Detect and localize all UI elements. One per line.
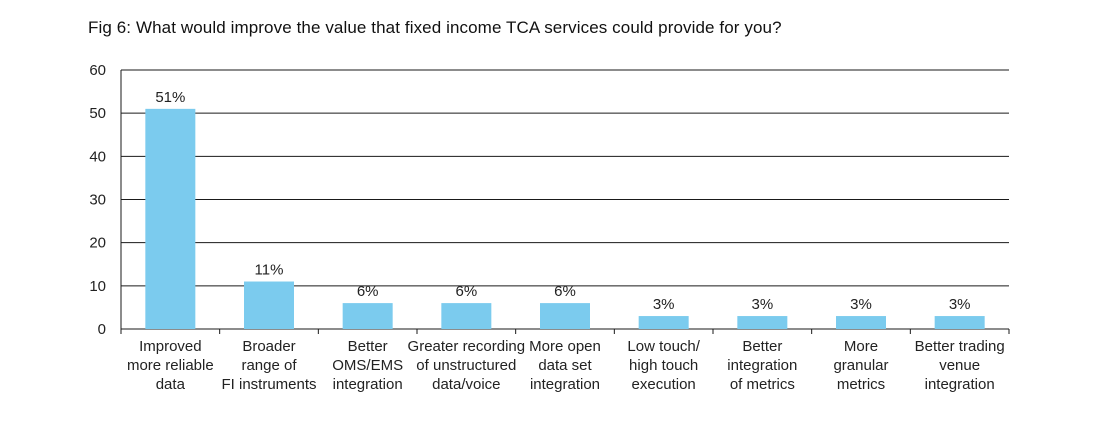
category-label: data bbox=[156, 376, 186, 393]
y-tick-label: 10 bbox=[89, 278, 106, 295]
category-label: Better trading bbox=[915, 338, 1005, 355]
category-label: Low touch/ bbox=[627, 338, 700, 355]
category-label: FI instruments bbox=[221, 376, 316, 393]
category-label: More open bbox=[529, 338, 601, 355]
category-label: range of bbox=[241, 357, 297, 374]
category-label: Better bbox=[742, 338, 782, 355]
category-label: data/voice bbox=[432, 376, 500, 393]
category-label: integration bbox=[727, 357, 797, 374]
bar bbox=[836, 316, 886, 329]
data-label: 6% bbox=[554, 283, 576, 300]
chart-title: Fig 6: What would improve the value that… bbox=[88, 18, 782, 37]
bar bbox=[934, 316, 985, 329]
y-tick-label: 0 bbox=[98, 321, 106, 338]
category-label: integration bbox=[333, 376, 403, 393]
category-label: Greater recording bbox=[408, 338, 526, 355]
category-label: OMS/EMS bbox=[332, 357, 403, 374]
category-label: granular bbox=[833, 357, 888, 374]
bar bbox=[638, 316, 689, 329]
category-label: More bbox=[844, 338, 878, 355]
data-label: 3% bbox=[653, 296, 675, 313]
category-label: Better bbox=[348, 338, 388, 355]
category-label: of metrics bbox=[730, 376, 795, 393]
data-label: 3% bbox=[850, 296, 872, 313]
category-label: venue bbox=[939, 357, 980, 374]
data-label: 3% bbox=[751, 296, 773, 313]
bar bbox=[244, 281, 294, 329]
category-label: metrics bbox=[837, 376, 885, 393]
bar bbox=[540, 303, 590, 329]
category-label: integration bbox=[530, 376, 600, 393]
bar bbox=[145, 108, 196, 329]
category-label: Improved bbox=[139, 338, 202, 355]
bar bbox=[441, 303, 492, 329]
data-label: 6% bbox=[455, 283, 477, 300]
y-tick-label: 30 bbox=[89, 192, 106, 209]
category-label: integration bbox=[925, 376, 995, 393]
category-label: more reliable bbox=[127, 357, 214, 374]
category-label: of unstructured bbox=[416, 357, 516, 374]
bar bbox=[737, 316, 788, 329]
category-label: execution bbox=[632, 376, 696, 393]
bar bbox=[342, 303, 393, 329]
y-tick-label: 20 bbox=[89, 235, 106, 252]
category-label: Broader bbox=[242, 338, 295, 355]
category-label: high touch bbox=[629, 357, 698, 374]
data-label: 51% bbox=[155, 89, 185, 106]
data-label: 6% bbox=[357, 283, 379, 300]
data-label: 3% bbox=[949, 296, 971, 313]
data-label: 11% bbox=[255, 262, 284, 279]
y-tick-label: 50 bbox=[89, 105, 106, 122]
y-tick-label: 60 bbox=[89, 62, 106, 79]
y-tick-label: 40 bbox=[89, 148, 106, 165]
category-label: data set bbox=[538, 357, 592, 374]
